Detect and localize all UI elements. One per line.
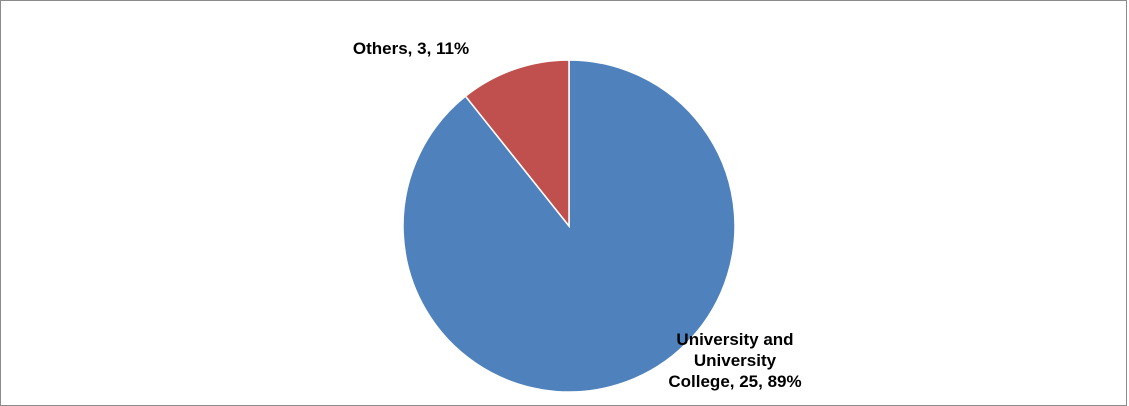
data-label-line: Others, 3, 11%	[353, 39, 469, 58]
data-label-line: College, 25, 89%	[668, 372, 801, 391]
pie-slices	[402, 59, 736, 393]
data-label-line: University	[694, 351, 777, 370]
data-label-others: Others, 3, 11%	[353, 39, 469, 58]
pie-slice-others	[464, 59, 570, 229]
data-label-university-and-university-college: University and University College, 25, 89%	[668, 330, 801, 391]
data-label-line: University and	[676, 330, 793, 349]
pie-labels: University and University College, 25, 89%…	[353, 39, 802, 391]
